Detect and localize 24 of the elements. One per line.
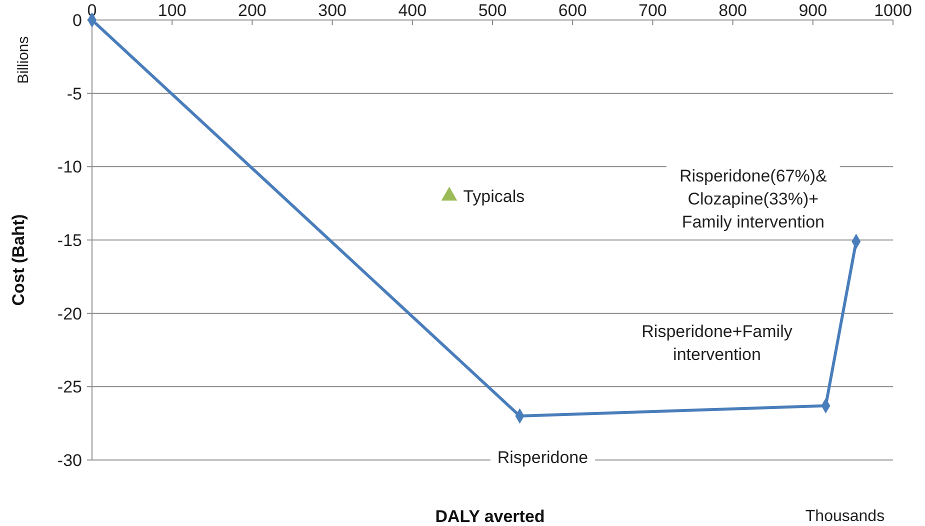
y-axis-title: Cost (Baht) — [9, 214, 28, 306]
x-tick-label: 800 — [718, 1, 747, 20]
annotation: Risperidone(67%)&Clozapine(33%)+Family intervention — [679, 166, 828, 232]
annotation: Risperidone+Family intervention — [642, 322, 793, 364]
x-tick-label: 400 — [398, 1, 427, 20]
x-tick-label: 600 — [558, 1, 587, 20]
x-axis-title: DALY averted — [435, 507, 545, 526]
y-tick-label: -20 — [57, 304, 82, 324]
x-tick-label: 100 — [158, 1, 186, 20]
x-tick-label: 500 — [478, 1, 507, 20]
y-tick-label: -10 — [57, 158, 82, 177]
y-tick-label: -15 — [57, 231, 82, 250]
x-tick-label: 1000 — [874, 1, 912, 20]
x-tick-label: 700 — [638, 1, 667, 20]
y-tick-label: -30 — [57, 451, 82, 470]
x-tick-label: 900 — [798, 1, 828, 20]
x-tick-label: 300 — [318, 1, 346, 20]
y-tick-label: -5 — [66, 84, 82, 104]
x-tick-label: 200 — [238, 1, 266, 20]
series-label: Typicals — [463, 187, 525, 206]
y-tick-label: -25 — [57, 378, 82, 397]
text: Billions — [15, 36, 32, 84]
annotation: Risperidone — [497, 448, 588, 467]
text: Thousands — [805, 508, 885, 525]
